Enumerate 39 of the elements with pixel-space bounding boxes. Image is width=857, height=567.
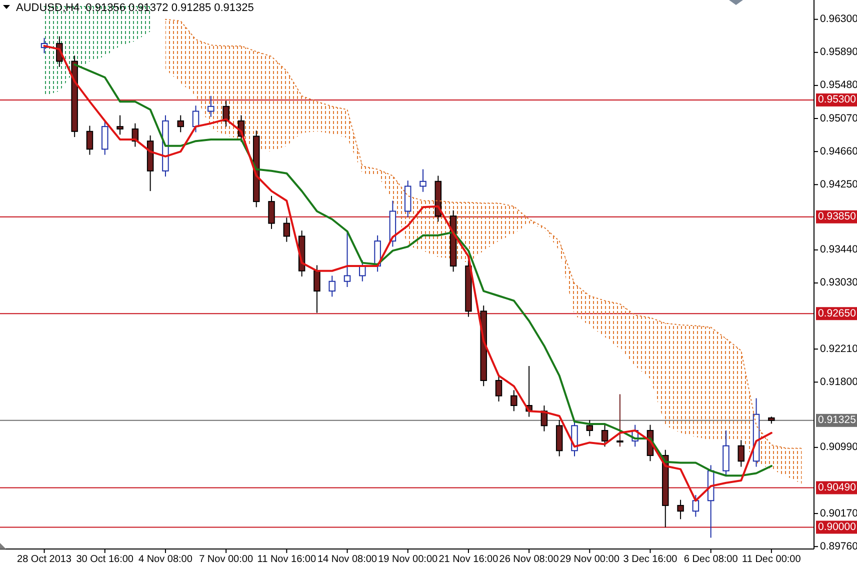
x-tick-label: 11 Dec 00:00	[742, 554, 802, 565]
x-tick-label: 3 Dec 16:00	[623, 554, 678, 565]
candlestick	[268, 195, 275, 230]
candlestick	[116, 114, 124, 136]
ref-line-label: 0.90490	[818, 482, 856, 494]
x-tick-label: 29 Nov 00:00	[560, 554, 620, 565]
candlestick	[314, 264, 320, 314]
candlestick	[222, 100, 230, 128]
candlestick	[692, 494, 700, 518]
ref-line-label: 0.90000	[818, 521, 856, 534]
candlestick	[601, 424, 608, 448]
ref-line-label: 0.92650	[818, 307, 856, 320]
x-tick-label: 26 Nov 08:00	[499, 554, 560, 565]
chart-title: AUDUSD,H4 0.91356 0.91372 0.91285 0.91325	[16, 2, 254, 14]
candlestick	[283, 217, 290, 242]
x-tick-label: 30 Oct 16:00	[76, 554, 134, 565]
x-tick-label: 21 Nov 16:00	[438, 554, 499, 565]
candlestick	[677, 499, 684, 520]
ref-line-label: 0.91325	[818, 414, 856, 426]
candlestick	[208, 95, 214, 118]
candlestick	[616, 394, 624, 448]
candlestick	[510, 390, 518, 412]
x-tick-label: 19 Nov 00:00	[378, 554, 438, 565]
x-tick-label: 6 Dec 08:00	[684, 554, 738, 565]
candlestick	[101, 120, 108, 156]
candlestick	[738, 440, 745, 468]
ref-line-label: 0.95300	[818, 94, 856, 106]
candlestick	[420, 168, 426, 192]
candlestick	[586, 420, 594, 437]
candlestick	[177, 114, 184, 133]
x-tick-label: 14 Nov 08:00	[318, 554, 378, 565]
candlestick	[328, 275, 336, 298]
x-tick-label: 11 Nov 16:00	[257, 554, 316, 565]
x-tick-label: 7 Nov 00:00	[199, 554, 254, 565]
ref-line-label: 0.93850	[818, 210, 856, 223]
candlestick	[495, 374, 502, 402]
x-tick-label: 28 Oct 2013	[17, 554, 72, 565]
x-tick-label: 4 Nov 08:00	[138, 554, 193, 565]
candlestick	[86, 125, 94, 156]
